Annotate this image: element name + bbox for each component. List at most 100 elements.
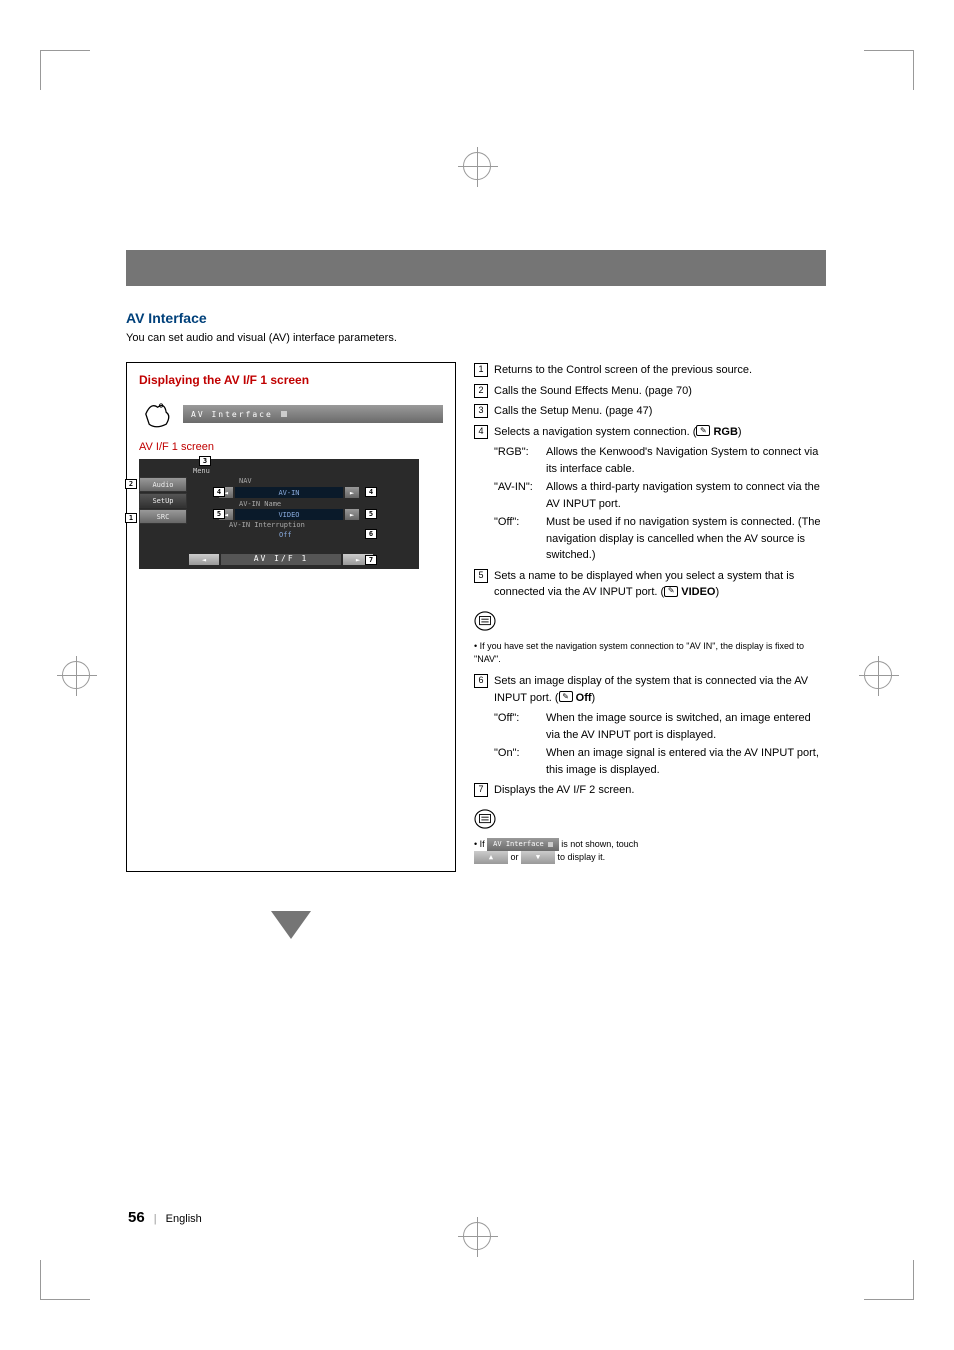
note-part: or [511,852,522,862]
sub-val: Must be used if no navigation system is … [546,514,826,564]
touch-instruction-row: AV Interface [139,397,443,431]
page-language: English [166,1213,202,1225]
sub-key: "Off": [494,514,546,564]
header-banner [126,250,826,286]
section-intro: You can set audio and visual (AV) interf… [126,332,826,344]
pencil-icon: ✎ [664,586,678,597]
sub-key: "On": [494,745,546,778]
desc-text: Displays the AV I/F 2 screen. [494,782,826,799]
sub-val: When the image source is switched, an im… [546,710,826,743]
down-arrow-button[interactable]: ▼ [521,851,555,864]
page-footer: 56 | English [128,1209,202,1226]
left-column-box: Displaying the AV I/F 1 screen AV Interf… [126,362,456,872]
num-box: 1 [474,363,488,377]
display-heading: Displaying the AV I/F 1 screen [139,373,443,387]
callout-3: 3 [199,456,211,466]
desc-text: Sets an image display of the system that… [494,673,826,706]
registration-mark [463,1222,491,1250]
nav-next-button[interactable]: ► [345,487,359,498]
button-indicator-icon [281,411,287,417]
pencil-icon: ✎ [559,691,573,702]
avin-value: VIDEO [235,509,343,520]
callout-2: 2 [125,479,137,489]
desc-text: Returns to the Control screen of the pre… [494,362,826,379]
desc-text: Sets a name to be displayed when you sel… [494,568,826,601]
sub-row: "On":When an image signal is entered via… [494,745,826,778]
desc-item: 4 Selects a navigation system connection… [474,424,826,441]
sub-key: "RGB": [494,444,546,477]
interruption-value: Off [279,531,292,539]
note-part: is not shown, touch [561,839,638,849]
avin-next-button[interactable]: ► [345,509,359,520]
note-icon [474,611,496,631]
registration-mark [864,661,892,689]
desc-text-part: ) [715,586,719,598]
desc-text-part: Sets an image display of the system that… [494,675,808,704]
nav-value: AV-IN [235,487,343,498]
sub-key: "Off": [494,710,546,743]
continue-arrow-icon [271,911,311,939]
touch-hand-icon [139,397,173,431]
callout-7: 7 [365,555,377,565]
interface-btn-inline[interactable]: AV Interface [487,838,559,851]
desc-item: 3 Calls the Setup Menu. (page 47) [474,403,826,420]
page-number: 56 [128,1209,145,1226]
up-arrow-button[interactable]: ▲ [474,851,508,864]
num-box: 7 [474,783,488,797]
interruption-label: AV-IN Interruption [229,521,305,529]
footer-nav: ◄ AV I/F 1 ► [189,554,373,565]
av-interface-button[interactable]: AV Interface [183,405,443,423]
callout-4b: 4 [365,487,377,497]
src-tab[interactable]: SRC [139,509,187,524]
crop-mark [40,1260,90,1300]
sub-row: "AV-IN":Allows a third-party navigation … [494,479,826,512]
desc-item: 1 Returns to the Control screen of the p… [474,362,826,379]
num-box: 4 [474,425,488,439]
two-column-layout: Displaying the AV I/F 1 screen AV Interf… [126,362,826,872]
nav-label: NAV [239,477,252,485]
callout-5b: 5 [365,509,377,519]
callout-6: 6 [365,529,377,539]
num-box: 5 [474,569,488,583]
callout-1: 1 [125,513,137,523]
crop-mark [864,1260,914,1300]
desc-text: Calls the Setup Menu. (page 47) [494,403,826,420]
note-icon [474,809,496,829]
desc-text: Calls the Sound Effects Menu. (page 70) [494,383,826,400]
desc-text-part: Sets a name to be displayed when you sel… [494,570,794,599]
avin-name-label: AV-IN Name [239,500,281,508]
button-label: AV Interface [191,410,273,419]
note-part: If [480,839,488,849]
callout-5: 5 [213,509,225,519]
num-box: 2 [474,384,488,398]
btn-label: AV Interface [493,840,544,850]
sub-row: "Off":Must be used if no navigation syst… [494,514,826,564]
page-content: AV Interface You can set audio and visua… [126,310,826,872]
crop-mark [40,50,90,90]
note-part: to display it. [558,852,606,862]
note-body: If you have set the navigation system co… [474,641,804,664]
sub-val: Allows the Kenwood's Navigation System t… [546,444,826,477]
audio-tab[interactable]: Audio [139,477,187,492]
divider: | [154,1213,157,1225]
note-text: • If AV Interface is not shown, touch ▲ … [474,838,826,864]
sub-key: "AV-IN": [494,479,546,512]
default-value: Off [576,692,592,704]
indicator-icon [548,842,553,847]
default-value: RGB [713,426,737,438]
sub-val: When an image signal is entered via the … [546,745,826,778]
avif-screen-mockup: Menu Audio SetUp SRC NAV ◄ AV-IN ► AV-IN… [139,459,419,569]
screen-label: AV I/F 1 screen [139,441,443,453]
desc-text-part: Selects a navigation system connection. … [494,426,696,438]
menu-label: Menu [193,467,210,475]
note-text: • If you have set the navigation system … [474,640,826,665]
num-box: 3 [474,404,488,418]
registration-mark [463,152,491,180]
crop-mark [864,50,914,90]
desc-text: Selects a navigation system connection. … [494,424,826,441]
desc-text-part: ) [592,692,596,704]
section-title: AV Interface [126,310,826,326]
page-prev-button[interactable]: ◄ [189,554,219,565]
sub-row: "RGB":Allows the Kenwood's Navigation Sy… [494,444,826,477]
setup-tab[interactable]: SetUp [139,493,187,508]
